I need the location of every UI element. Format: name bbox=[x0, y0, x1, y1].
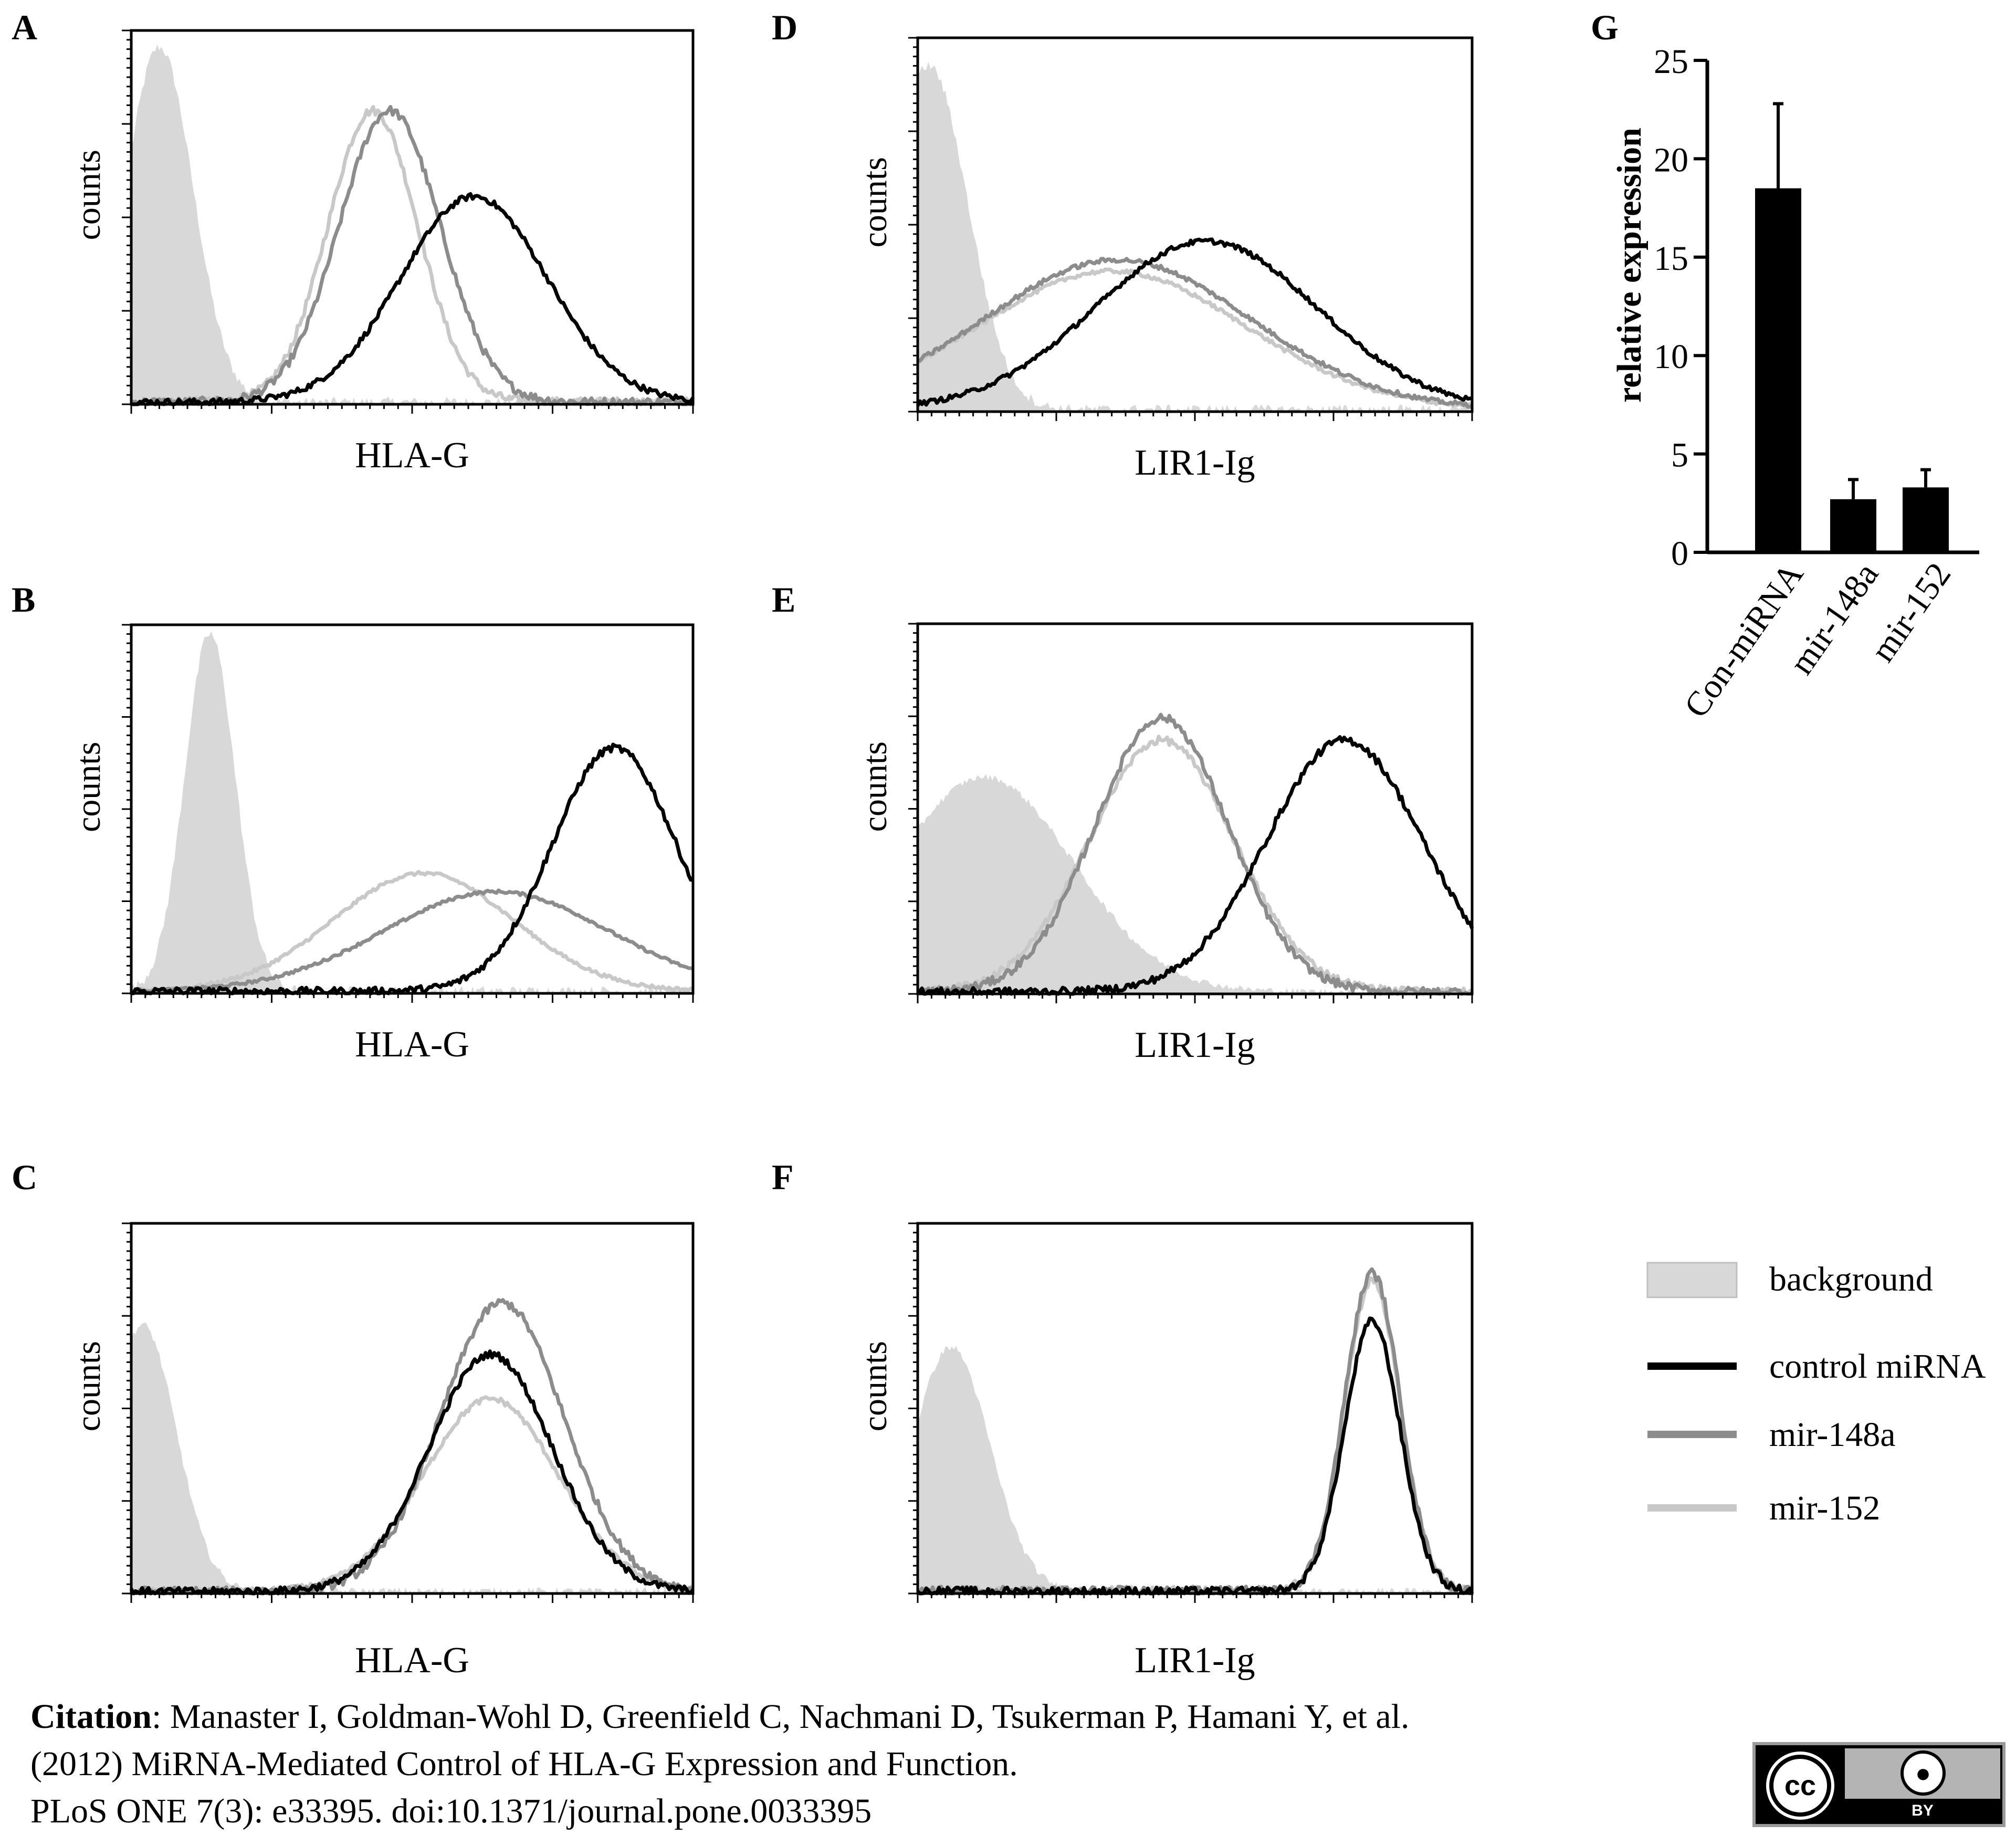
histogram-control-mirna bbox=[916, 237, 1473, 407]
g-y-axis-label: relative expression bbox=[1610, 128, 1648, 403]
g-category-label: Con-miRNA bbox=[1677, 555, 1811, 724]
bar-con-mirna bbox=[1755, 188, 1801, 552]
histogram-background bbox=[918, 774, 1472, 994]
g-y-tick-label: 20 bbox=[1654, 141, 1688, 179]
legend-label-mir152: mir-152 bbox=[1769, 1489, 1880, 1527]
histogram-background bbox=[918, 1346, 1472, 1593]
histogram-control-mirna bbox=[916, 1316, 1474, 1596]
g-y-tick-label: 15 bbox=[1654, 239, 1688, 278]
g-y-tick-label: 0 bbox=[1671, 534, 1688, 573]
x-axis-label: LIR1-Ig bbox=[1135, 1025, 1255, 1065]
citation-line-3: PLoS ONE 7(3): e33395. doi:10.1371/journ… bbox=[30, 1792, 872, 1830]
histogram-control-mirna bbox=[131, 192, 695, 406]
y-axis-label: counts bbox=[69, 1341, 108, 1431]
citation-line-2: (2012) MiRNA-Mediated Control of HLA-G E… bbox=[30, 1745, 1018, 1783]
histogram-mir-152 bbox=[130, 1395, 694, 1596]
histogram-mir-152 bbox=[916, 735, 1473, 996]
by-label: BY bbox=[1912, 1802, 1934, 1819]
y-axis-label: counts bbox=[856, 1341, 894, 1431]
cc-by-license-badge[interactable]: cc ● BY bbox=[1752, 1742, 2006, 1827]
y-axis-label: counts bbox=[856, 741, 894, 832]
legend-label-control: control miRNA bbox=[1769, 1347, 1986, 1386]
x-axis-label: LIR1-Ig bbox=[1135, 1640, 1255, 1681]
g-y-tick-label: 10 bbox=[1654, 338, 1688, 376]
panel-label-f: F bbox=[772, 1157, 794, 1197]
panel-label-b: B bbox=[12, 580, 35, 620]
histogram-background bbox=[131, 44, 693, 405]
x-axis-label: LIR1-Ig bbox=[1135, 443, 1255, 483]
citation: Citation: Manaster I, Goldman-Wohl D, Gr… bbox=[30, 1693, 1710, 1835]
x-axis-label: HLA-G bbox=[355, 1024, 469, 1065]
panel-label-g: G bbox=[1591, 7, 1619, 47]
panel-label-e: E bbox=[772, 580, 795, 620]
citation-label: Citation bbox=[30, 1697, 152, 1736]
histogram-control-mirna bbox=[131, 742, 694, 995]
cc-icon: cc bbox=[1769, 1755, 1831, 1817]
histogram-mir-148a bbox=[130, 888, 694, 994]
histogram-control-mirna bbox=[129, 1349, 695, 1596]
panel-label-a: A bbox=[12, 7, 37, 47]
histogram-mir-148a bbox=[917, 257, 1474, 409]
legend-label-background: background bbox=[1769, 1260, 1933, 1298]
x-axis-label: HLA-G bbox=[355, 435, 469, 476]
bar-mir-152 bbox=[1903, 487, 1949, 552]
x-axis-label: HLA-G bbox=[355, 1640, 469, 1681]
y-axis-label: counts bbox=[69, 150, 108, 240]
cc-icon-text: cc bbox=[1784, 1770, 1816, 1801]
y-axis-label: counts bbox=[856, 157, 894, 247]
legend-label-mir148a: mir-148a bbox=[1769, 1415, 1896, 1454]
panel-g-bar-chart: G relative expression 0 5 10 15 20 25 Con-miR… bbox=[1591, 7, 1979, 725]
bar-mir-148a bbox=[1830, 499, 1876, 552]
histogram-control-mirna bbox=[916, 735, 1474, 996]
citation-line-1: Citation: Manaster I, Goldman-Wohl D, Gr… bbox=[30, 1693, 1710, 1740]
person-icon: ● bbox=[1900, 1750, 1946, 1796]
g-y-tick-label: 5 bbox=[1671, 436, 1688, 475]
g-y-tick-label: 25 bbox=[1654, 43, 1688, 81]
y-axis-label: counts bbox=[69, 742, 108, 832]
histogram-background bbox=[131, 631, 693, 993]
citation-line-1-text: : Manaster I, Goldman-Wohl D, Greenfield… bbox=[152, 1697, 1410, 1736]
histogram-mir-148a bbox=[917, 712, 1473, 996]
legend-swatch-background bbox=[1646, 1262, 1738, 1298]
plot-frame bbox=[130, 1222, 695, 1595]
legend: background control miRNA mir-148a mir-15… bbox=[1646, 1260, 1986, 1527]
panel-label-d: D bbox=[772, 7, 797, 47]
cc-by-panel: ● BY bbox=[1845, 1748, 2000, 1821]
histogram-mir-152 bbox=[131, 869, 695, 993]
panel-label-c: C bbox=[12, 1157, 37, 1197]
by-bar bbox=[1845, 1799, 2000, 1821]
histogram-background bbox=[918, 61, 1472, 412]
histogram-background bbox=[131, 1323, 693, 1593]
